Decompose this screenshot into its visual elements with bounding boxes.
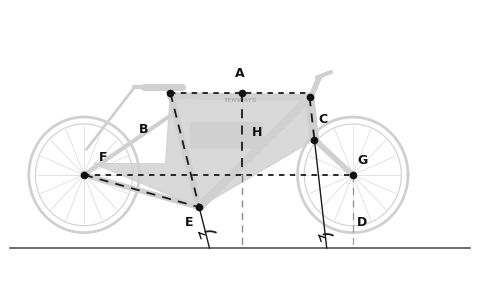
Ellipse shape xyxy=(81,171,87,178)
Text: H: H xyxy=(252,126,262,139)
Polygon shape xyxy=(94,93,314,207)
FancyBboxPatch shape xyxy=(191,123,263,148)
Text: A: A xyxy=(235,67,245,80)
Ellipse shape xyxy=(195,205,204,210)
Text: E: E xyxy=(185,216,194,229)
Text: TENWAYS: TENWAYS xyxy=(223,98,257,103)
Text: F: F xyxy=(99,151,108,164)
Text: D: D xyxy=(357,216,368,229)
Text: G: G xyxy=(357,154,368,167)
Text: B: B xyxy=(139,123,149,136)
Ellipse shape xyxy=(349,171,356,178)
Text: C: C xyxy=(318,113,327,126)
